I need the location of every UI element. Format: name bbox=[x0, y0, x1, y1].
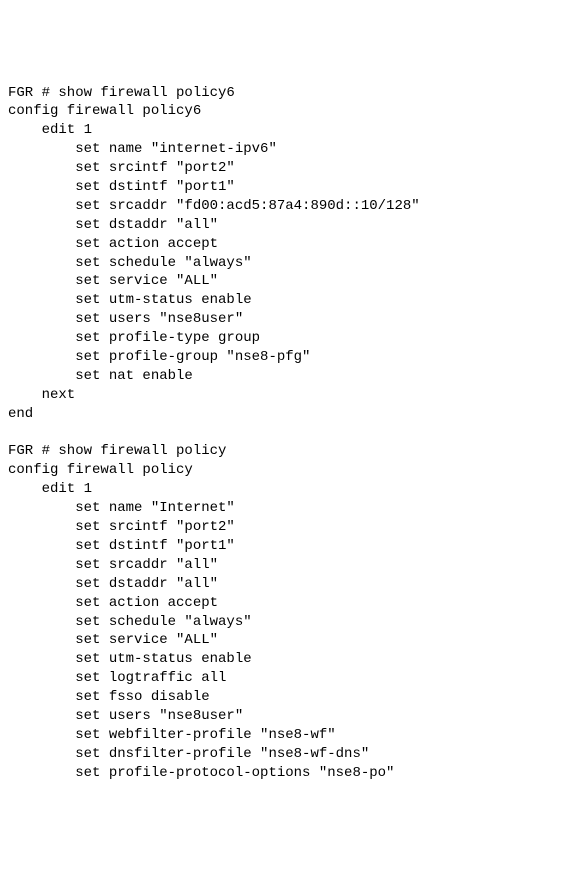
cli-set-line: set dstaddr "all" bbox=[8, 576, 218, 592]
cli-set-line: set dstintf "port1" bbox=[8, 179, 235, 195]
cli-set-line: set name "internet-ipv6" bbox=[8, 141, 277, 157]
cli-edit-line: edit 1 bbox=[8, 481, 92, 497]
cli-set-line: set schedule "always" bbox=[8, 255, 252, 271]
cli-end-line: end bbox=[8, 406, 33, 422]
cli-set-line: set srcaddr "all" bbox=[8, 557, 218, 573]
cli-set-line: set fsso disable bbox=[8, 689, 210, 705]
cli-prompt-line: FGR # show firewall policy bbox=[8, 443, 226, 459]
cli-set-line: set srcaddr "fd00:acd5:87a4:890d::10/128… bbox=[8, 198, 420, 214]
cli-next-line: next bbox=[8, 387, 75, 403]
cli-set-line: set srcintf "port2" bbox=[8, 160, 235, 176]
cli-set-line: set webfilter-profile "nse8-wf" bbox=[8, 727, 336, 743]
cli-set-line: set dnsfilter-profile "nse8-wf-dns" bbox=[8, 746, 369, 762]
cli-set-line: set name "Internet" bbox=[8, 500, 235, 516]
cli-set-line: set dstaddr "all" bbox=[8, 217, 218, 233]
cli-edit-line: edit 1 bbox=[8, 122, 92, 138]
cli-set-line: set utm-status enable bbox=[8, 292, 252, 308]
cli-set-line: set schedule "always" bbox=[8, 614, 252, 630]
cli-set-line: set profile-type group bbox=[8, 330, 260, 346]
cli-set-line: set service "ALL" bbox=[8, 632, 218, 648]
cli-config-line: config firewall policy bbox=[8, 462, 193, 478]
cli-config-line: config firewall policy6 bbox=[8, 103, 201, 119]
terminal-output: FGR # show firewall policy6 config firew… bbox=[8, 84, 567, 783]
cli-set-line: set action accept bbox=[8, 236, 218, 252]
cli-set-line: set action accept bbox=[8, 595, 218, 611]
cli-set-line: set service "ALL" bbox=[8, 273, 218, 289]
cli-set-line: set logtraffic all bbox=[8, 670, 226, 686]
cli-set-line: set nat enable bbox=[8, 368, 193, 384]
cli-prompt-line: FGR # show firewall policy6 bbox=[8, 85, 235, 101]
cli-set-line: set srcintf "port2" bbox=[8, 519, 235, 535]
cli-set-line: set profile-protocol-options "nse8-po" bbox=[8, 765, 394, 781]
cli-set-line: set dstintf "port1" bbox=[8, 538, 235, 554]
cli-set-line: set utm-status enable bbox=[8, 651, 252, 667]
cli-set-line: set profile-group "nse8-pfg" bbox=[8, 349, 310, 365]
cli-set-line: set users "nse8user" bbox=[8, 708, 243, 724]
cli-set-line: set users "nse8user" bbox=[8, 311, 243, 327]
